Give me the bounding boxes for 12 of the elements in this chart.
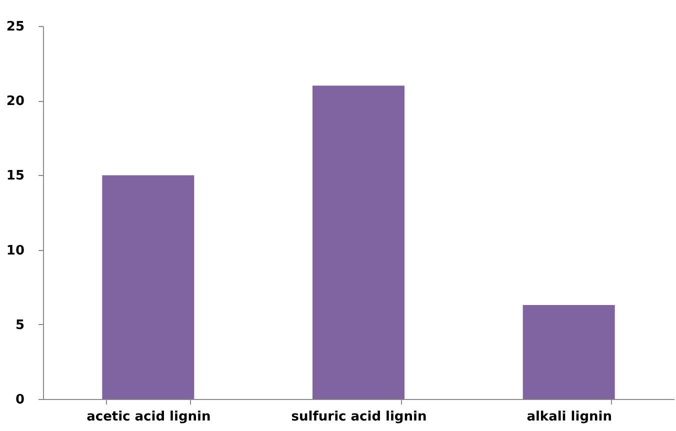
y-tick-label: 25 [6, 20, 24, 34]
y-tick-label: 10 [6, 243, 24, 258]
x-tick-label: sulfuric acid lignin [291, 410, 427, 424]
x-tick-label: acetic acid lignin [86, 410, 211, 424]
y-tick-label: 15 [6, 168, 24, 184]
y-tick-label: 0 [15, 392, 24, 408]
bar [102, 175, 194, 399]
y-tick-label: 20 [6, 94, 24, 110]
y-tick-label: 5 [15, 318, 24, 333]
bar [522, 305, 615, 399]
bar [312, 86, 404, 399]
x-tick-label: alkali lignin [526, 410, 612, 424]
